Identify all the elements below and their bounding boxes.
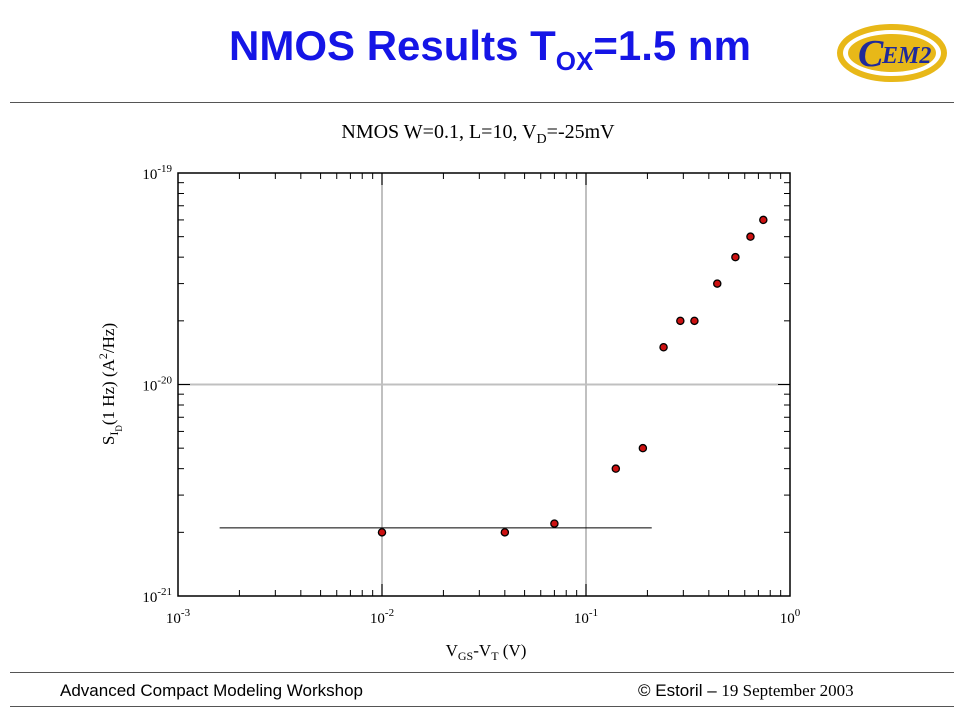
- y-tick-label: 10-19: [142, 163, 172, 183]
- data-point: [690, 316, 699, 326]
- y-axis-label: SID(1 Hz) (A2/Hz): [96, 323, 124, 445]
- svg-text:C: C: [858, 33, 884, 75]
- data-point: [713, 279, 722, 288]
- data-points: [377, 215, 768, 537]
- y-tick-labels: 10-21 10-20 10-19: [142, 163, 172, 606]
- footer-workshop: Advanced Compact Modeling Workshop: [60, 681, 364, 700]
- y-tick-label: 10-21: [142, 586, 172, 606]
- data-point: [377, 528, 387, 537]
- data-point: [759, 215, 768, 225]
- data-point: [659, 343, 668, 352]
- cem2-logo: C EM2: [837, 24, 947, 82]
- svg-text:EM2: EM2: [881, 43, 931, 69]
- x-tick-label: 10-3: [166, 607, 191, 627]
- minor-ticks: [178, 173, 790, 596]
- header-divider: [10, 102, 954, 103]
- data-point: [500, 528, 510, 537]
- x-axis-label: VGS-VT (V): [446, 641, 527, 663]
- chart-title: NMOS W=0.1, L=10, VD=-25mV: [341, 121, 615, 147]
- slide-title: NMOS Results TOX=1.5 nm: [229, 22, 751, 76]
- footer-divider-top: [10, 672, 954, 673]
- data-point: [746, 232, 755, 241]
- data-point: [611, 464, 621, 473]
- x-tick-label: 10-2: [370, 607, 394, 627]
- footer-divider-bottom: [10, 706, 954, 707]
- data-point: [638, 443, 648, 453]
- grid-lines: [178, 173, 790, 596]
- x-tick-labels: 10-3 10-2 10-1 100: [166, 607, 801, 627]
- x-tick-label: 10-1: [574, 607, 598, 627]
- y-tick-label: 10-20: [142, 375, 172, 395]
- data-point: [676, 316, 685, 326]
- data-point: [550, 519, 559, 528]
- data-point: [731, 252, 740, 262]
- x-tick-label: 100: [780, 607, 801, 627]
- footer-location-date: © Estoril – 19 September 2003: [638, 681, 854, 700]
